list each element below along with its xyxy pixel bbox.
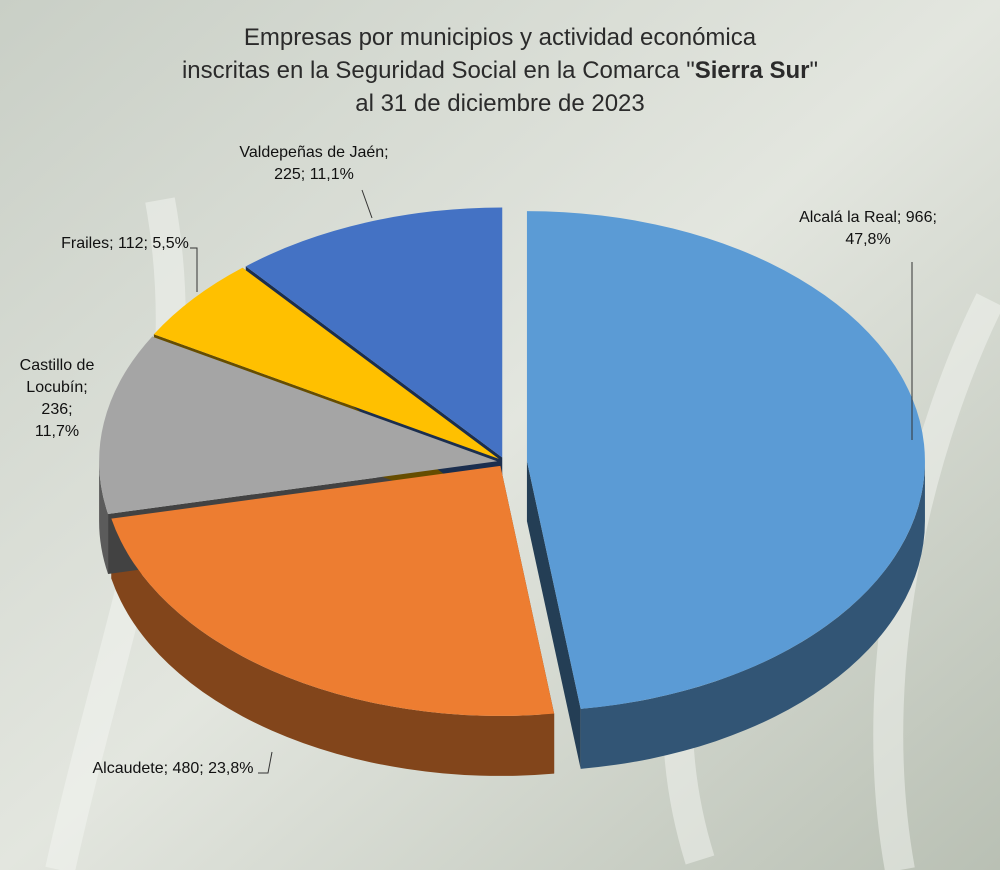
slice — [526, 211, 925, 709]
chart-title: inscritas en la Seguridad Social en la C… — [182, 57, 818, 84]
data-label: 236; — [41, 401, 72, 418]
slice-side — [580, 461, 925, 769]
data-label: Valdepeñas de Jaén; — [239, 144, 388, 161]
leader-line — [190, 247, 198, 292]
data-label: Frailes; 112; 5,5% — [61, 235, 189, 252]
data-label: 225; 11,1% — [274, 166, 354, 183]
data-label: Locubín; — [26, 379, 87, 396]
slice-side — [111, 518, 555, 776]
data-label: 47,8% — [845, 231, 890, 248]
data-label: Castillo de — [20, 357, 95, 374]
leader-line — [361, 189, 373, 219]
data-labels: Alcalá la Real; 966; 47,8% Alcaudete; 480;… — [20, 144, 937, 777]
title-part: inscritas en la Seguridad Social en la C… — [182, 57, 695, 84]
slice-side — [526, 461, 581, 769]
title-part: " — [809, 57, 818, 84]
chart-title: al 31 de diciembre de 2023 — [355, 90, 645, 117]
data-label: Alcaudete; 480; 23,8% — [92, 760, 253, 777]
chart-title: Empresas por municipios y actividad econ… — [244, 24, 757, 51]
slice — [245, 207, 503, 458]
leader-line — [258, 751, 273, 774]
pie — [99, 207, 925, 776]
title-part: Sierra Sur — [695, 57, 810, 84]
data-label: 11,7% — [35, 423, 79, 440]
slice — [111, 465, 555, 716]
slice — [153, 267, 499, 459]
data-label: Alcalá la Real; 966; — [799, 209, 937, 226]
slice — [99, 336, 498, 514]
title: Empresas por municipios y actividad econ… — [182, 24, 818, 117]
slice-side — [99, 461, 109, 574]
